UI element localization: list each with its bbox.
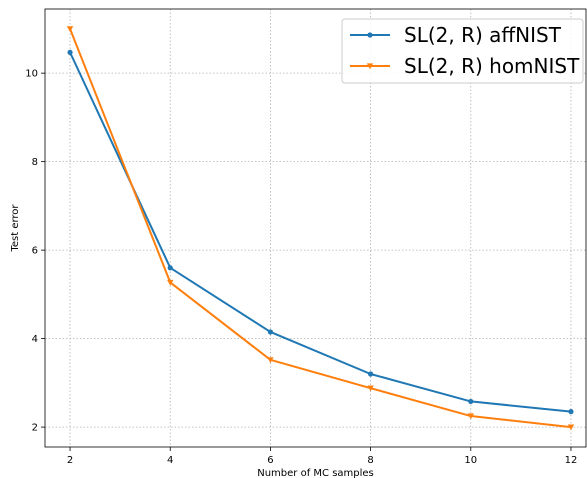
legend-box <box>341 18 584 84</box>
x-axis-label: Number of MC samples <box>257 468 374 478</box>
data-point <box>467 413 474 420</box>
data-point <box>267 357 274 364</box>
data-point <box>468 398 474 405</box>
series-1 <box>66 26 575 431</box>
series-layer <box>66 26 575 431</box>
data-point <box>368 371 374 377</box>
data-point <box>66 26 74 33</box>
series-line <box>69 28 572 429</box>
legend-item: SL(2, R) homNIST <box>350 54 580 78</box>
data-point <box>367 385 374 392</box>
series-line <box>69 51 572 413</box>
legend: SL(2, R) affNIST SL(2, R) homNIST <box>341 18 584 84</box>
legend-item: SL(2, R) affNIST <box>350 23 562 47</box>
x-tick-label: 12 <box>565 455 578 466</box>
data-point <box>267 329 274 335</box>
y-tick-label: 6 <box>32 246 38 257</box>
legend-marker <box>366 63 374 70</box>
y-tick-label: 4 <box>32 334 38 345</box>
series-0 <box>67 49 574 415</box>
y-tick-label: 8 <box>32 157 38 168</box>
data-point <box>567 424 575 431</box>
x-tick-label: 4 <box>167 455 173 466</box>
x-tick-label: 2 <box>67 455 73 466</box>
data-point <box>167 279 174 286</box>
y-tick-label: 10 <box>25 69 38 80</box>
data-point <box>167 265 173 271</box>
y-axis-ticks: 2 4 6 8 10 <box>25 69 45 434</box>
data-point <box>568 409 574 415</box>
x-tick-label: 8 <box>367 455 373 466</box>
x-axis-ticks: 2 4 6 8 10 12 <box>67 447 577 466</box>
y-axis-label: Test error <box>10 204 21 253</box>
plot-frame <box>44 8 587 448</box>
y-tick-label: 2 <box>32 423 38 434</box>
data-point <box>67 49 73 55</box>
x-tick-label: 6 <box>267 455 273 466</box>
legend-label: SL(2, R) affNIST <box>404 23 562 47</box>
x-tick-label: 10 <box>464 455 477 466</box>
legend-marker <box>367 32 373 38</box>
legend-label: SL(2, R) homNIST <box>404 54 580 78</box>
